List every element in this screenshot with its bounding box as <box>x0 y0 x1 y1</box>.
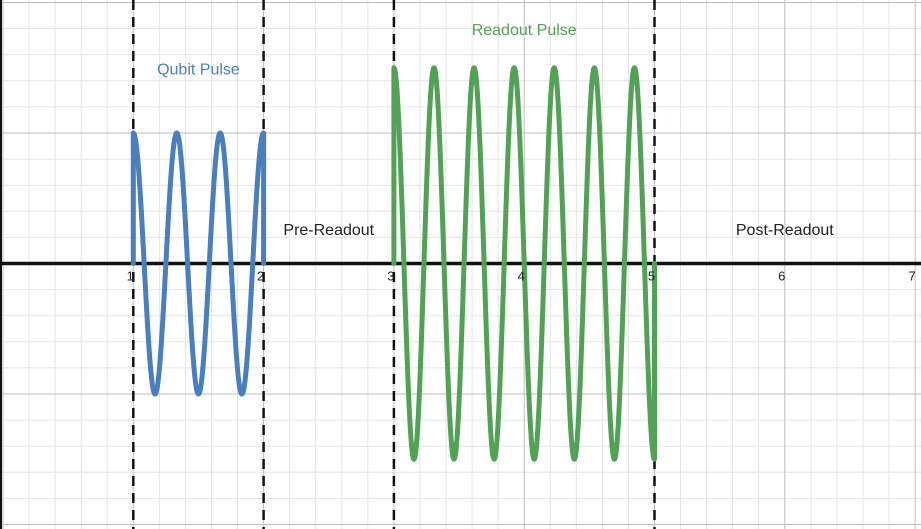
annotation-pre-readout: Pre-Readout <box>283 222 374 239</box>
x-tick-label: 4 <box>518 269 525 284</box>
x-tick-label: 6 <box>778 269 785 284</box>
series-group <box>130 65 657 462</box>
tick-labels: 1 2 3 4 5 6 7 <box>127 269 916 284</box>
x-tick-label: 7 <box>908 269 915 284</box>
x-tick-label: 3 <box>387 269 394 284</box>
series-line <box>130 130 267 397</box>
annotation-qubit-pulse: Qubit Pulse <box>157 61 240 78</box>
annotation-readout-pulse: Readout Pulse <box>472 22 577 39</box>
x-tick-label: 1 <box>127 269 134 284</box>
annotation-post-readout: Post-Readout <box>736 222 834 239</box>
x-tick-label: 5 <box>648 269 655 284</box>
series-line <box>391 65 657 462</box>
x-tick-label: 2 <box>257 269 264 284</box>
annotations: Qubit Pulse Pre-Readout Readout Pulse Po… <box>157 22 834 239</box>
